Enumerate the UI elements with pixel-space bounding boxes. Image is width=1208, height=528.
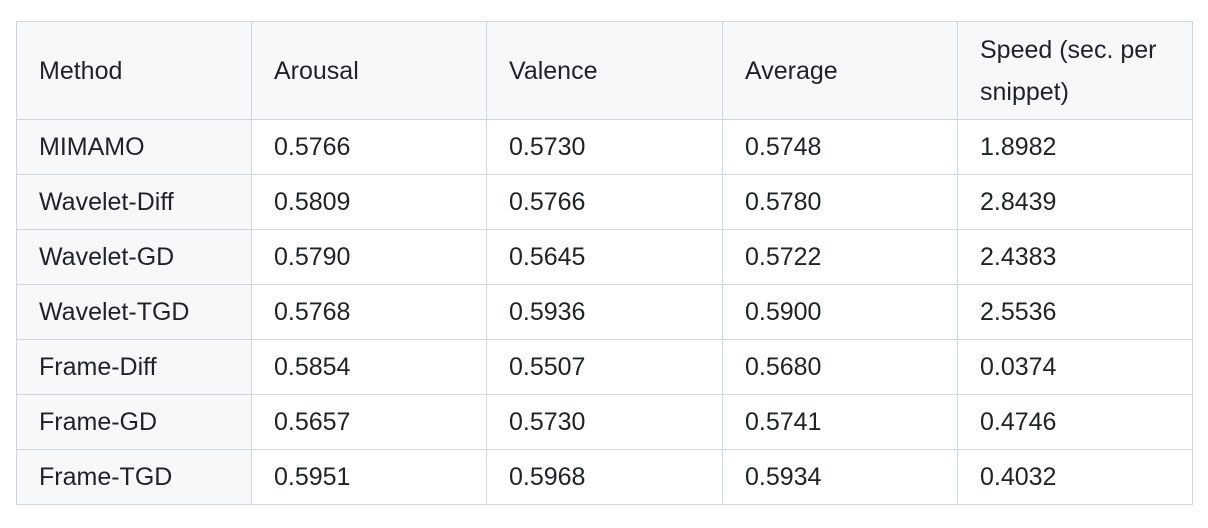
cell-speed: 0.4032 (957, 449, 1193, 505)
cell-speed: 2.5536 (957, 284, 1193, 340)
cell-method: Wavelet-TGD (16, 284, 252, 340)
cell-arousal: 0.5766 (251, 119, 487, 175)
cell-valence: 0.5936 (486, 284, 723, 340)
cell-average: 0.5680 (722, 339, 958, 395)
table-row: Wavelet-Diff 0.5809 0.5766 0.5780 2.8439 (16, 174, 1193, 230)
cell-arousal: 0.5657 (251, 394, 487, 450)
cell-average: 0.5741 (722, 394, 958, 450)
cell-method: MIMAMO (16, 119, 252, 175)
cell-valence: 0.5766 (486, 174, 723, 230)
table-row: Frame-GD 0.5657 0.5730 0.5741 0.4746 (16, 394, 1193, 450)
cell-speed: 0.0374 (957, 339, 1193, 395)
cell-valence: 0.5507 (486, 339, 723, 395)
header-arousal: Arousal (251, 21, 487, 120)
cell-speed: 2.8439 (957, 174, 1193, 230)
cell-valence: 0.5968 (486, 449, 723, 505)
cell-average: 0.5722 (722, 229, 958, 285)
header-speed: Speed (sec. per snippet) (957, 21, 1193, 120)
cell-arousal: 0.5951 (251, 449, 487, 505)
header-valence: Valence (486, 21, 723, 120)
table-row: MIMAMO 0.5766 0.5730 0.5748 1.8982 (16, 119, 1193, 175)
cell-method: Frame-TGD (16, 449, 252, 505)
table-row: Frame-TGD 0.5951 0.5968 0.5934 0.4032 (16, 449, 1193, 505)
cell-method: Wavelet-Diff (16, 174, 252, 230)
table-row: Frame-Diff 0.5854 0.5507 0.5680 0.0374 (16, 339, 1193, 395)
header-average: Average (722, 21, 958, 120)
cell-valence: 0.5645 (486, 229, 723, 285)
header-method: Method (16, 21, 252, 120)
cell-method: Wavelet-GD (16, 229, 252, 285)
cell-arousal: 0.5809 (251, 174, 487, 230)
table-row: Wavelet-TGD 0.5768 0.5936 0.5900 2.5536 (16, 284, 1193, 340)
cell-method: Frame-Diff (16, 339, 252, 395)
cell-speed: 1.8982 (957, 119, 1193, 175)
results-table-container: Method Arousal Valence Average Speed (se… (16, 21, 1193, 505)
cell-speed: 2.4383 (957, 229, 1193, 285)
cell-method: Frame-GD (16, 394, 252, 450)
cell-arousal: 0.5768 (251, 284, 487, 340)
cell-valence: 0.5730 (486, 394, 723, 450)
header-row: Method Arousal Valence Average Speed (se… (16, 21, 1193, 120)
cell-average: 0.5748 (722, 119, 958, 175)
cell-average: 0.5780 (722, 174, 958, 230)
cell-average: 0.5934 (722, 449, 958, 505)
results-table: Method Arousal Valence Average Speed (se… (16, 21, 1193, 505)
cell-valence: 0.5730 (486, 119, 723, 175)
cell-arousal: 0.5854 (251, 339, 487, 395)
table-row: Wavelet-GD 0.5790 0.5645 0.5722 2.4383 (16, 229, 1193, 285)
cell-average: 0.5900 (722, 284, 958, 340)
cell-arousal: 0.5790 (251, 229, 487, 285)
cell-speed: 0.4746 (957, 394, 1193, 450)
